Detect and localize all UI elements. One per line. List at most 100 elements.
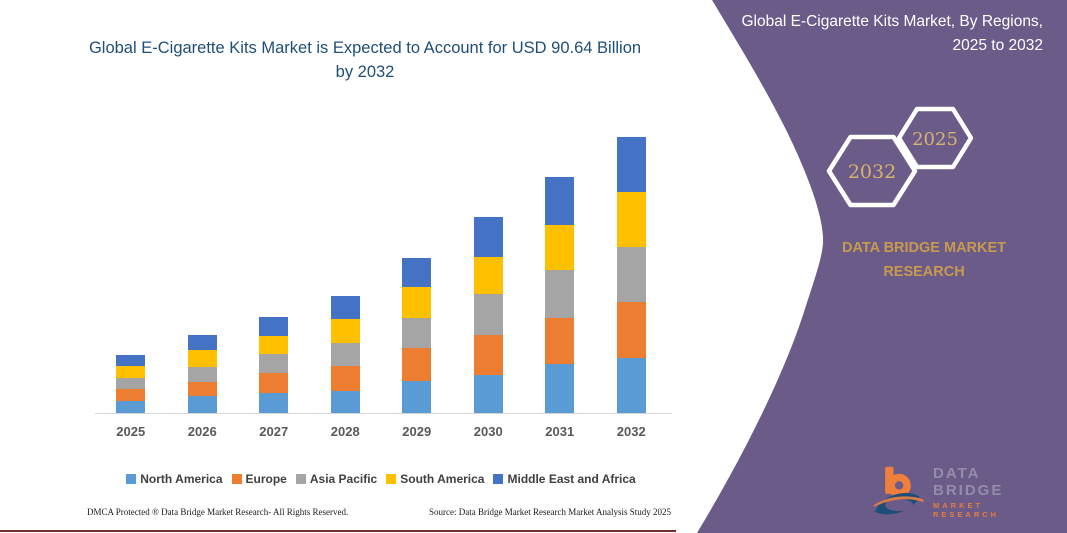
bar-segment-2027-middle-east-and-africa — [259, 317, 289, 336]
brand-wordmark: DATA BRIDGE MARKET RESEARCH — [841, 240, 1007, 280]
legend-label: Middle East and Africa — [507, 472, 636, 486]
bar-column-2026 — [167, 100, 239, 413]
bar-column-2031 — [524, 100, 596, 413]
chart-title: Global E-Cigarette Kits Market is Expect… — [88, 39, 642, 81]
legend-item-south-america: South America — [386, 472, 484, 486]
bar-segment-2026-europe — [187, 382, 217, 397]
bar-segment-2027-north-america — [259, 393, 289, 413]
x-tick-label-2032: 2032 — [616, 424, 646, 439]
legend-label: Europe — [245, 472, 287, 486]
bar-segment-2026-south-america — [187, 350, 217, 368]
x-axis-labels: 2025 2026 2027 2028 2029 2030 2031 2032 — [95, 424, 667, 439]
bar-segment-2030-south-america — [473, 256, 503, 294]
bar-column-2029 — [381, 100, 453, 413]
x-tick-label-2026: 2026 — [187, 424, 217, 439]
bar-segment-2026-middle-east-and-africa — [187, 334, 217, 351]
stacked-bar-2028 — [330, 296, 360, 413]
x-axis-line — [95, 413, 672, 414]
legend-item-asia-pacific: Asia Pacific — [295, 472, 378, 486]
bar-segment-2027-south-america — [259, 335, 289, 355]
bar-segment-2027-asia-pacific — [259, 354, 289, 374]
legend-swatch-icon — [295, 474, 306, 484]
x-tick-label-2031: 2031 — [545, 424, 575, 439]
bar-segment-2025-asia-pacific — [116, 377, 146, 390]
bar-segment-2032-europe — [616, 301, 646, 359]
footer-copyright: DMCA Protected ® Data Bridge Market Rese… — [87, 507, 349, 517]
logo-text-data-bridge: DATA BRIDGE — [933, 465, 1004, 499]
legend-label: North America — [140, 472, 223, 486]
bar-segment-2031-asia-pacific — [545, 269, 575, 318]
bar-segment-2030-europe — [473, 335, 503, 375]
bar-column-2025 — [95, 100, 167, 413]
legend-swatch-icon — [493, 474, 504, 484]
chart-legend: North America Europe Asia Pacific South Ame… — [90, 472, 672, 486]
bar-segment-2030-north-america — [473, 374, 503, 413]
x-tick-label-2029: 2029 — [402, 424, 432, 439]
x-tick-label-2028: 2028 — [330, 424, 360, 439]
stacked-bar-2026 — [187, 334, 217, 413]
year-hexagons: 2032 2025 — [826, 106, 974, 208]
bar-segment-2025-europe — [116, 389, 146, 401]
bar-segment-2025-middle-east-and-africa — [116, 355, 146, 366]
bar-column-2027 — [238, 100, 310, 413]
bar-segment-2028-asia-pacific — [330, 342, 360, 366]
legend-item-middle-east-and-africa: Middle East and Africa — [493, 472, 636, 486]
bar-segment-2028-south-america — [330, 318, 360, 343]
bar-column-2032 — [596, 100, 668, 413]
footer-source: Source: Data Bridge Market Research Mark… — [429, 507, 671, 517]
bar-segment-2029-south-america — [402, 286, 432, 319]
bar-segment-2029-europe — [402, 348, 432, 381]
bar-segment-2028-middle-east-and-africa — [330, 296, 360, 319]
bar-column-2028 — [310, 100, 382, 413]
bar-segment-2032-asia-pacific — [616, 246, 646, 302]
bar-segment-2031-europe — [545, 317, 575, 365]
bar-segment-2025-north-america — [116, 400, 146, 413]
bar-segment-2029-middle-east-and-africa — [402, 257, 432, 287]
stacked-bar-2032 — [616, 137, 646, 413]
legend-label: Asia Pacific — [309, 472, 378, 486]
stacked-bar-2029 — [402, 257, 432, 413]
footer-divider-line — [0, 530, 676, 532]
legend-item-europe: Europe — [231, 472, 287, 486]
bar-segment-2030-middle-east-and-africa — [473, 216, 503, 257]
dbmr-logo-icon — [873, 466, 924, 515]
bar-segment-2032-middle-east-and-africa — [616, 137, 646, 193]
legend-swatch-icon — [386, 474, 397, 484]
bar-segment-2032-south-america — [616, 192, 646, 247]
stacked-bar-2025 — [116, 355, 146, 413]
bar-column-2030 — [453, 100, 525, 413]
bar-segment-2029-asia-pacific — [402, 318, 432, 349]
stacked-bar-2031 — [545, 176, 575, 413]
bar-segment-2031-south-america — [545, 224, 575, 270]
bar-segment-2028-north-america — [330, 390, 360, 413]
bar-segment-2026-asia-pacific — [187, 367, 217, 383]
bar-segment-2032-north-america — [616, 358, 646, 413]
footer: DMCA Protected ® Data Bridge Market Rese… — [87, 507, 671, 517]
bar-segment-2029-north-america — [402, 380, 432, 413]
legend-swatch-icon — [231, 474, 242, 484]
bar-segment-2028-europe — [330, 365, 360, 391]
stacked-bar-2027 — [259, 317, 289, 413]
x-tick-label-2025: 2025 — [116, 424, 146, 439]
logo-text-market-research: MARKET RESEARCH — [933, 501, 1000, 519]
hexagon-2032-year: 2032 — [848, 161, 896, 183]
hexagon-2025 — [896, 106, 974, 170]
bar-segment-2030-asia-pacific — [473, 293, 503, 336]
legend-swatch-icon — [126, 474, 137, 484]
bar-segment-2031-north-america — [545, 364, 575, 413]
bar-segment-2027-europe — [259, 373, 289, 394]
bar-segment-2031-middle-east-and-africa — [545, 176, 575, 225]
stacked-bar-2030 — [473, 216, 503, 413]
panel-title: Global E-Cigarette Kits Market, By Regio… — [741, 13, 1043, 54]
hexagon-2032 — [826, 134, 918, 208]
bar-segment-2025-south-america — [116, 365, 146, 378]
x-tick-label-2030: 2030 — [473, 424, 503, 439]
plot-area — [95, 100, 667, 413]
bar-segment-2026-north-america — [187, 396, 217, 413]
legend-label: South America — [400, 472, 485, 486]
hexagon-2025-year: 2025 — [912, 129, 958, 150]
x-tick-label-2027: 2027 — [259, 424, 289, 439]
company-logo: DATA BRIDGE MARKET RESEARCH — [873, 463, 1053, 521]
